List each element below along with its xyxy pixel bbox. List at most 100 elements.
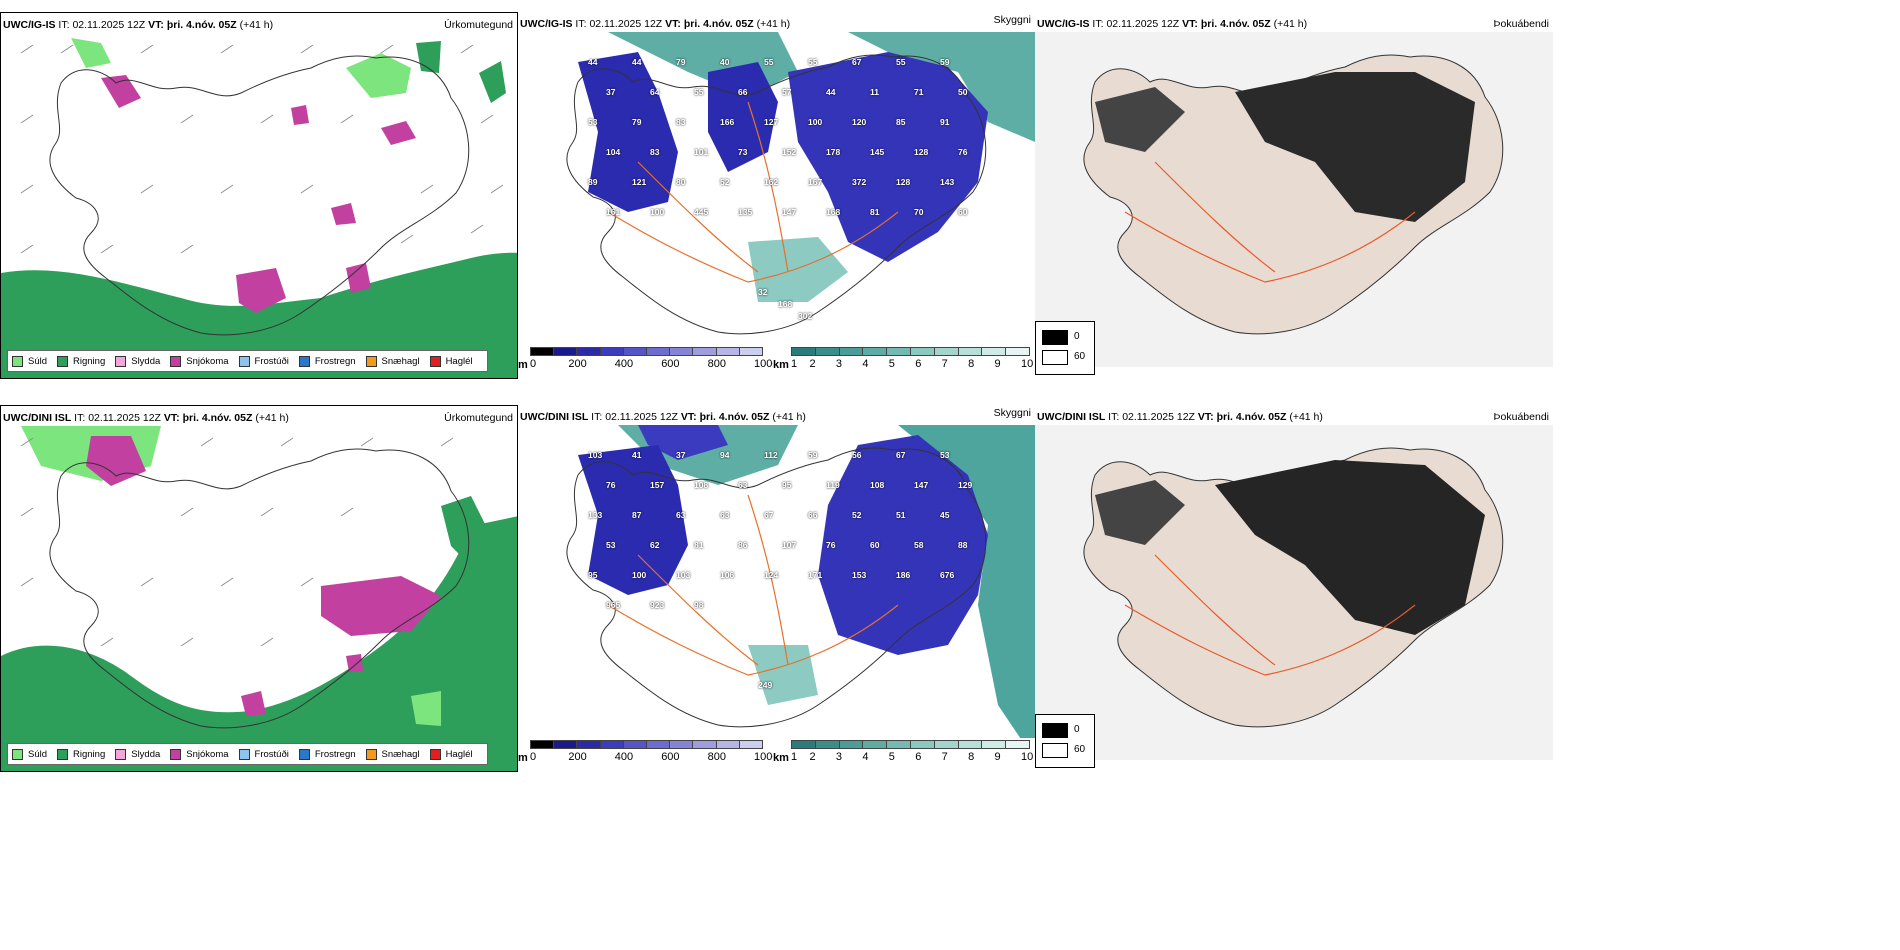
legend-item-frostúði: Frostúði	[238, 355, 289, 367]
cloud-base-value: 86	[738, 540, 748, 550]
cloud-base-value: 67	[852, 57, 862, 67]
legend-item-slydda: Slydda	[115, 748, 161, 760]
legend-item-rigning: Rigning	[57, 748, 105, 760]
panel-title: Skyggni	[993, 14, 1031, 26]
cloud-base-value: 100	[650, 207, 665, 217]
legend-item-rigning: Rigning	[57, 355, 106, 367]
scale-tick: 6	[915, 358, 922, 370]
cloud-base-value: 923	[650, 600, 665, 610]
scale-segment	[933, 347, 959, 356]
wind-barbs	[20, 44, 504, 254]
iceland-coastline	[49, 55, 470, 336]
cloud-base-value: 152	[782, 147, 797, 157]
legend-item-frostúði: Frostúði	[238, 748, 289, 760]
cloud-base-value: 76	[826, 540, 836, 550]
scale-segment	[622, 347, 647, 356]
vt-label: VT:	[1182, 18, 1198, 30]
iceland-coastline	[566, 447, 987, 728]
cloud-base-value: 83	[676, 117, 686, 127]
fog-legend-swatch-60	[1042, 350, 1068, 365]
scale-tick: 4	[862, 358, 869, 370]
it-label: IT:	[591, 411, 603, 423]
cloud-base-value: 121	[632, 177, 647, 187]
cloud-base-value: 108	[694, 480, 709, 490]
lead-time: (+41 h)	[1289, 411, 1323, 423]
legend-label: Rigning	[73, 355, 106, 367]
cloud-base-area	[578, 52, 678, 212]
cloud-base-value: 60	[958, 207, 968, 217]
scale-segment	[957, 347, 983, 356]
cloud-base-value: 133	[588, 510, 603, 520]
cloud-base-value: 79	[676, 57, 686, 67]
scale-segment	[692, 347, 717, 356]
cloud-base-value: 55	[808, 57, 818, 67]
cloud-base-value: 80	[676, 177, 686, 187]
it-value: 02.11.2025 12Z	[1122, 411, 1195, 423]
scale-segment	[957, 740, 983, 749]
panel-header: UWC/DINI ISL IT: 02.11.2025 12Z VT: þri.…	[3, 412, 289, 424]
cloud-base-value: 103	[676, 570, 691, 580]
vt-value: þri. 4.nóv. 05Z	[683, 18, 754, 30]
cloud-base-value: 63	[720, 510, 730, 520]
legend-swatch	[12, 748, 23, 760]
scale-tick: 5	[888, 358, 895, 370]
panel-header: UWC/IG-IS IT: 02.11.2025 12Z VT: þri. 4.…	[1037, 18, 1307, 30]
scale-segment	[862, 740, 888, 749]
cloud-base-value: 108	[870, 480, 885, 490]
vt-label: VT:	[665, 18, 681, 30]
cloud-base-value: 128	[914, 147, 929, 157]
cloud-visibility-panel-2: UWC/DINI ISL IT: 02.11.2025 12Z VT: þri.…	[518, 405, 1035, 772]
panel-header: UWC/IG-IS IT: 02.11.2025 12Z VT: þri. 4.…	[520, 18, 790, 30]
cloud-base-value: 58	[914, 540, 924, 550]
vt-value: þri. 4.nóv. 05Z	[1216, 411, 1287, 423]
scale-tick: 3	[835, 751, 842, 763]
scale-tick: 3	[835, 358, 842, 370]
scale-segment	[715, 347, 740, 356]
legend-label: Haglél	[445, 355, 473, 367]
cloud-base-value: 32	[758, 287, 768, 297]
model-name: UWC/IG-IS	[520, 18, 573, 30]
cloud-base-value: 53	[588, 117, 598, 127]
fog-panel-2: UWC/DINI ISL IT: 02.11.2025 12Z VT: þri.…	[1035, 405, 1553, 772]
legend-swatch	[298, 355, 310, 367]
cloud-base-value: 168	[778, 299, 793, 309]
scale-segment	[692, 740, 717, 749]
wind-barbs	[20, 437, 454, 647]
it-label: IT:	[58, 19, 70, 31]
scale-segment	[910, 740, 935, 749]
legend-label: Slydda	[131, 748, 161, 760]
scale-segment	[576, 740, 601, 749]
cloud-base-area	[818, 435, 988, 655]
cloud-base-value: 76	[606, 480, 616, 490]
scale-tick: 8	[968, 358, 975, 370]
cloud-base-value: 37	[676, 450, 686, 460]
scale-segment	[738, 347, 763, 356]
cloud-base-value: 153	[852, 570, 867, 580]
cloud-base-value: 166	[720, 117, 735, 127]
cloud-map-1	[518, 32, 1035, 367]
cloud-base-value: 53	[606, 540, 616, 550]
precip-type-panel-2: UWC/DINI ISL IT: 02.11.2025 12Z VT: þri.…	[0, 405, 518, 772]
cloud-base-value: 104	[606, 147, 621, 157]
panel-title: Þokuábendi	[1493, 18, 1549, 30]
cloud-base-value: 147	[782, 207, 797, 217]
scale-segment	[646, 740, 671, 749]
cloud-base-value: 88	[958, 540, 968, 550]
scale-unit: m	[518, 359, 528, 371]
cloud-base-value: 71	[914, 87, 924, 97]
panel-header: UWC/IG-IS IT: 02.11.2025 12Z VT: þri. 4.…	[3, 19, 273, 31]
legend-swatch	[115, 355, 127, 367]
cloud-base-value: 101	[694, 147, 709, 157]
scale-segment	[814, 347, 840, 356]
vt-value: þri. 4.nóv. 05Z	[166, 19, 237, 31]
cloud-base-value: 73	[738, 147, 748, 157]
legend-label: Snjókoma	[186, 355, 229, 367]
cloud-base-value: 44	[632, 57, 642, 67]
road-network	[1124, 554, 1416, 676]
cloud-base-value: 145	[870, 147, 885, 157]
drizzle-area	[346, 53, 411, 98]
scale-tick: 5	[888, 751, 895, 763]
scale-segment	[981, 347, 1007, 356]
legend-item-snjókoma: Snjókoma	[170, 748, 229, 760]
cloud-base-value: 91	[940, 117, 950, 127]
